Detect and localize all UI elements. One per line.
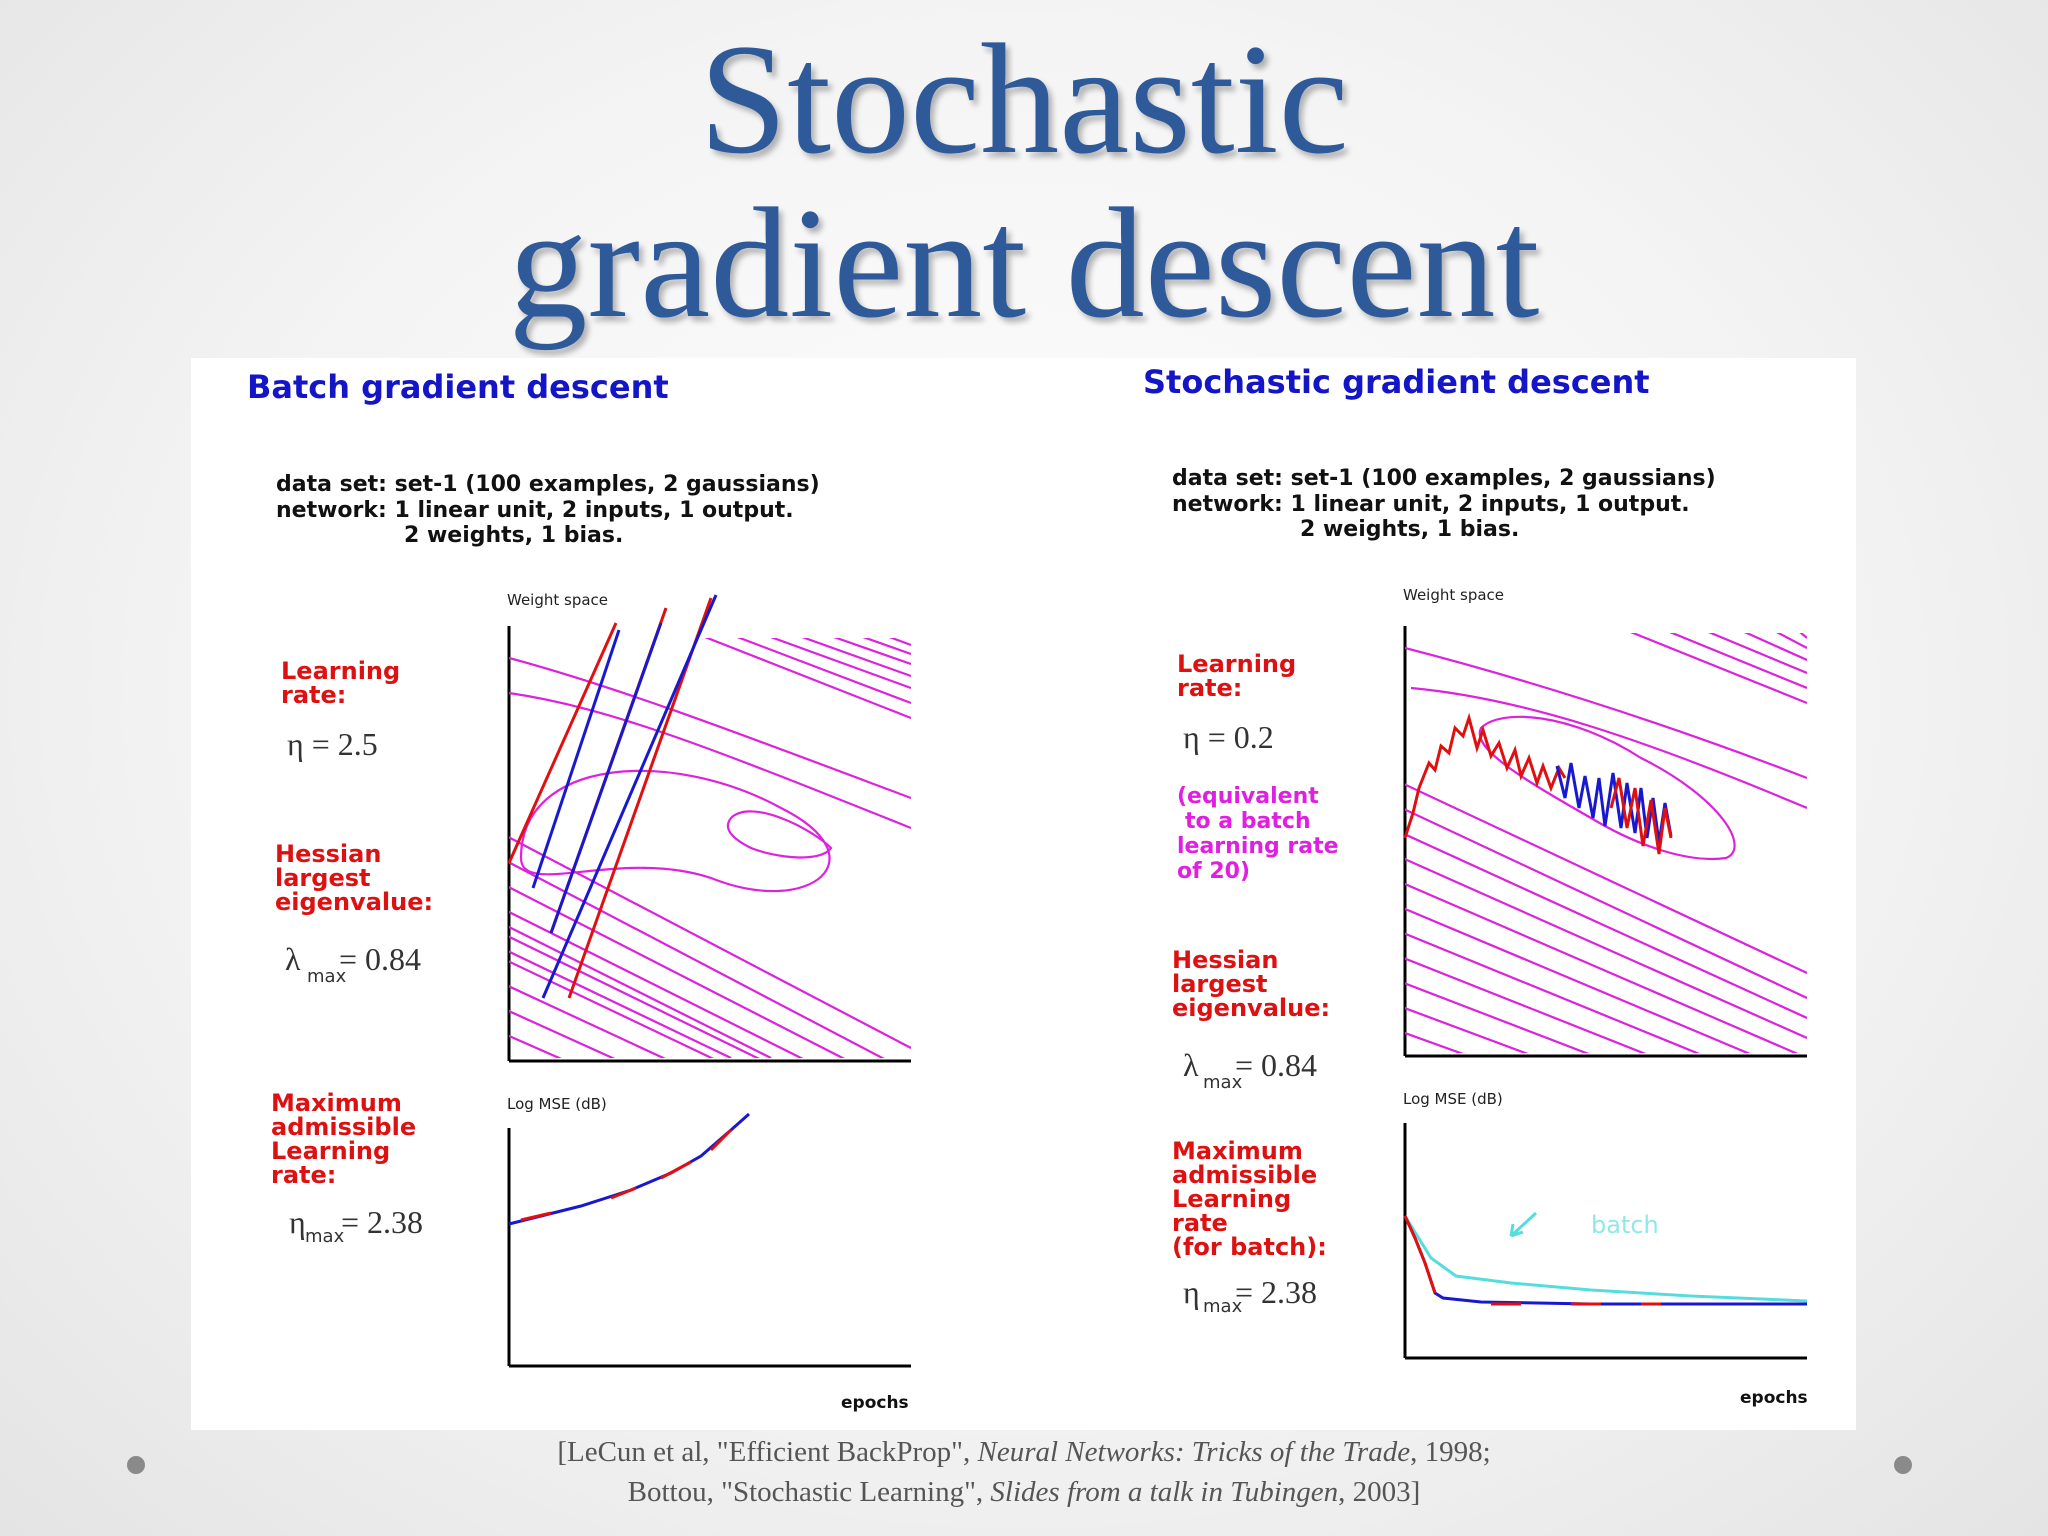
left-lambda-value: = 0.84	[339, 941, 421, 977]
citation-line-1: [LeCun et al, "Efficient BackProp", Neur…	[0, 1432, 2048, 1472]
figure-image: Batch gradient descent data set: set-1 (…	[247, 363, 1808, 1413]
left-lr-label-2: rate:	[281, 681, 346, 709]
right-max-label-2: admissible	[1172, 1161, 1317, 1189]
left-etamax-symbol: η	[289, 1204, 306, 1240]
left-hessian-label-1: Hessian	[275, 840, 381, 868]
right-info-line-1: data set: set-1 (100 examples, 2 gaussia…	[1172, 466, 1716, 491]
figure-panel: Batch gradient descent data set: set-1 (…	[191, 358, 1856, 1430]
right-eta-value: η = 0.2	[1183, 719, 1274, 755]
right-equiv-line-1: (equivalent	[1177, 784, 1319, 809]
right-etamax-value: = 2.38	[1235, 1274, 1317, 1310]
right-max-label-1: Maximum	[1172, 1137, 1303, 1165]
right-max-label-5: (for batch):	[1172, 1233, 1327, 1261]
left-weight-space-plot	[507, 594, 911, 1063]
left-epochs-label: epochs	[841, 1393, 909, 1413]
right-hessian-label-1: Hessian	[1172, 946, 1278, 974]
left-lr-label-1: Learning	[281, 657, 400, 685]
left-max-label-3: Learning	[271, 1137, 390, 1165]
right-equiv-line-2: to a batch	[1185, 809, 1311, 834]
left-max-label-1: Maximum	[271, 1089, 402, 1117]
right-epochs-label: epochs	[1740, 1388, 1808, 1408]
right-lr-label-2: rate:	[1177, 674, 1242, 702]
title-line-1: Stochastic	[699, 12, 1349, 187]
right-mse-label: Log MSE (dB)	[1403, 1090, 1503, 1108]
left-max-label-2: admissible	[271, 1113, 416, 1141]
right-max-label-4: rate	[1172, 1209, 1228, 1237]
right-etamax-sub: max	[1203, 1296, 1243, 1317]
bullet-right	[1894, 1456, 1912, 1474]
left-etamax-value: = 2.38	[341, 1204, 423, 1240]
left-info-line-3: 2 weights, 1 bias.	[404, 523, 623, 548]
left-weight-space-label: Weight space	[507, 591, 608, 609]
right-hessian-label-2: largest	[1172, 970, 1267, 998]
citation-line-2-title: Slides from a talk in Tubingen	[990, 1476, 1339, 1508]
right-lambda-value: = 0.84	[1235, 1047, 1317, 1083]
right-mse-plot	[1403, 1123, 1808, 1360]
citation-line-2: Bottou, "Stochastic Learning", Slides fr…	[0, 1472, 2048, 1512]
left-info-line-2: network: 1 linear unit, 2 inputs, 1 outp…	[276, 498, 794, 523]
right-etamax-symbol: η	[1183, 1274, 1200, 1310]
left-etamax-sub: max	[305, 1226, 345, 1247]
right-equiv-line-3: learning rate	[1177, 834, 1339, 859]
left-mse-plot	[507, 1112, 911, 1368]
citation: [LeCun et al, "Efficient BackProp", Neur…	[0, 1432, 2048, 1512]
left-hessian-label-2: largest	[275, 864, 370, 892]
left-lambda-symbol: λ	[285, 941, 301, 977]
right-equiv-line-4: of 20)	[1177, 859, 1250, 884]
right-lambda-symbol: λ	[1183, 1047, 1199, 1083]
right-info-line-3: 2 weights, 1 bias.	[1300, 517, 1519, 542]
citation-line-2-a: Bottou, "Stochastic Learning",	[627, 1476, 991, 1508]
left-max-label-4: rate:	[271, 1161, 336, 1189]
citation-line-1-a: [LeCun et al, "Efficient BackProp",	[557, 1436, 978, 1468]
title-line-2: gradient descent	[508, 176, 1540, 351]
right-info-line-2: network: 1 linear unit, 2 inputs, 1 outp…	[1172, 492, 1690, 517]
left-lambda-sub: max	[307, 966, 347, 987]
right-panel-title: Stochastic gradient descent	[1143, 363, 1650, 401]
right-lr-label-1: Learning	[1177, 650, 1296, 678]
left-panel-title: Batch gradient descent	[247, 368, 669, 406]
right-weight-space-plot	[1403, 626, 1807, 1058]
left-info-line-1: data set: set-1 (100 examples, 2 gaussia…	[276, 472, 820, 497]
left-mse-label: Log MSE (dB)	[507, 1095, 607, 1113]
right-lambda-sub: max	[1203, 1072, 1243, 1093]
citation-line-2-c: , 2003]	[1338, 1476, 1421, 1508]
bullet-left	[127, 1456, 145, 1474]
citation-line-1-c: , 1998;	[1410, 1436, 1491, 1468]
left-eta-value: η = 2.5	[287, 726, 378, 762]
right-batch-label: batch	[1591, 1211, 1659, 1239]
slide-title: Stochastic gradient descent	[0, 18, 2048, 346]
left-hessian-label-3: eigenvalue:	[275, 888, 433, 916]
right-hessian-label-3: eigenvalue:	[1172, 994, 1330, 1022]
right-weight-space-label: Weight space	[1403, 586, 1504, 604]
right-max-label-3: Learning	[1172, 1185, 1291, 1213]
citation-line-1-title: Neural Networks: Tricks of the Trade	[977, 1436, 1411, 1468]
